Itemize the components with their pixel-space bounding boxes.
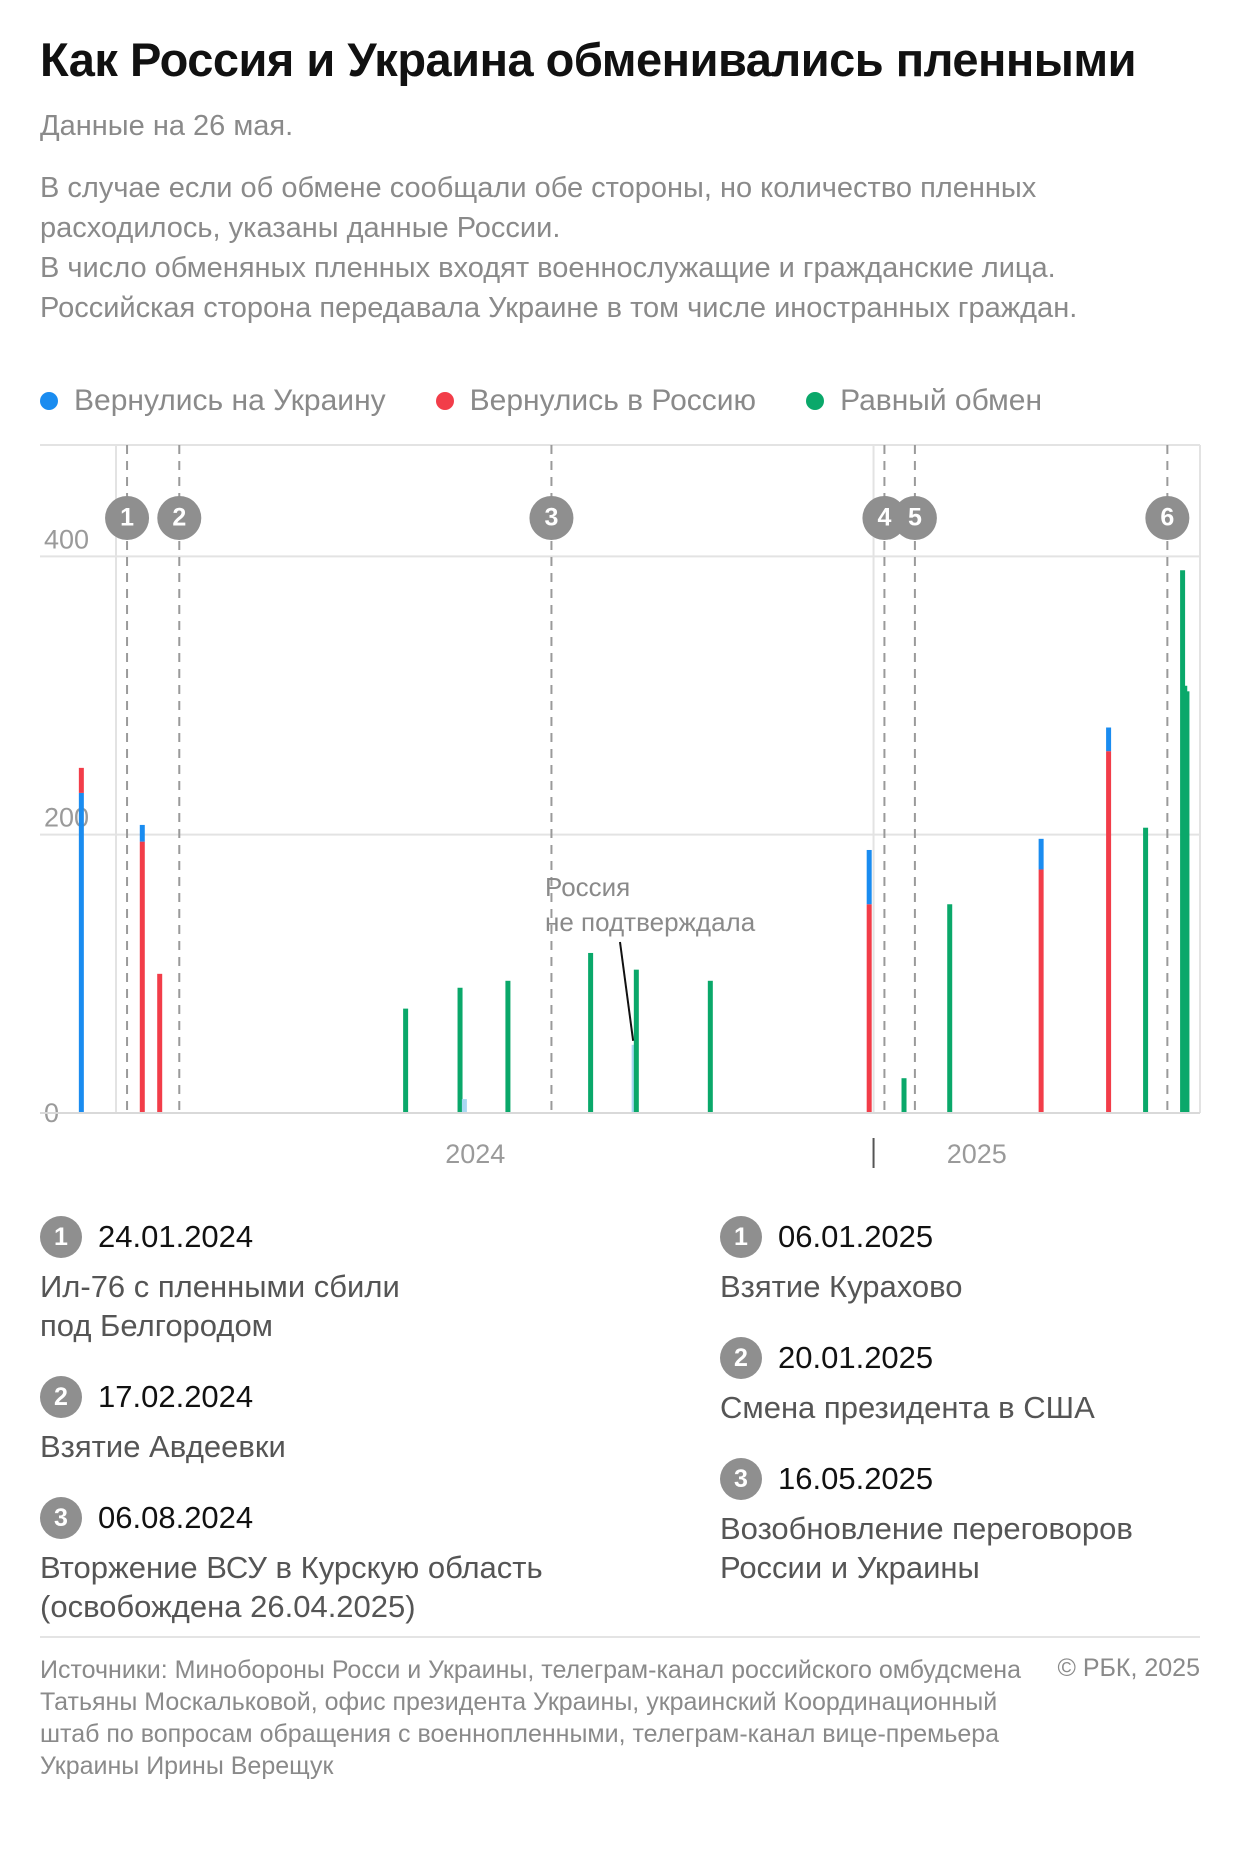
bar-excess-segment — [1038, 838, 1044, 870]
bar-equal-exchange — [588, 952, 594, 1113]
legend-item-equal: Равный обмен — [806, 384, 1042, 418]
event-date: 17.02.2024 — [98, 1379, 254, 1414]
event-description: Ил-76 с пленными сбили под Белгородом — [40, 1267, 660, 1345]
event-desc-line: Взятие Курахово — [720, 1269, 963, 1304]
event-badge: 3 — [720, 1458, 762, 1500]
event-marker-badge — [529, 496, 574, 540]
bar-unconfirmed — [461, 1099, 467, 1113]
bar-base-segment — [1106, 751, 1112, 1113]
x-tick-label: 2024 — [445, 1139, 505, 1169]
legend-dot-equal — [806, 392, 825, 410]
legend-label: Вернулись на Украину — [74, 384, 386, 417]
bar-excess-segment — [1106, 727, 1112, 752]
event-description: Смена президента в США — [720, 1388, 1220, 1427]
event-item: 1 24.01.2024 Ил-76 с пленными сбили под Бе… — [40, 1215, 660, 1345]
bar-equal-exchange — [505, 980, 511, 1113]
event-item: 2 20.01.2025 Смена президента в США — [720, 1336, 1220, 1427]
sources-text: Источники: Минобороны Росси и Украины, т… — [40, 1656, 1021, 1780]
bar-base-segment — [157, 973, 163, 1113]
event-marker-number: 4 — [877, 504, 891, 532]
y-tick-label: 400 — [44, 524, 89, 554]
event-item: 3 16.05.2025 Возобновление переговоров Рос… — [720, 1457, 1220, 1587]
event-badge: 1 — [720, 1216, 762, 1258]
bar-equal-exchange — [1143, 827, 1149, 1113]
event-date: 20.01.2025 — [778, 1340, 934, 1375]
page-title: Как Россия и Украина обменивались пленны… — [40, 33, 1137, 86]
event-item: 2 17.02.2024 Взятие Авдеевки — [40, 1375, 660, 1466]
event-badge: 1 — [40, 1216, 82, 1258]
event-marker-number: 5 — [908, 504, 922, 532]
event-badge: 2 — [40, 1376, 82, 1418]
bar-equal-exchange — [947, 904, 953, 1113]
legend-dot-ukraine — [40, 392, 58, 410]
methodology-notes: В случае если об обмене сообщали обе сто… — [40, 168, 1210, 328]
event-date: 06.01.2025 — [778, 1219, 934, 1254]
event-description: Возобновление переговоров России и Украин… — [720, 1509, 1220, 1587]
legend-dot-russia — [435, 392, 454, 410]
event-marker-badge — [862, 496, 907, 540]
annotation-pointer — [619, 941, 635, 1041]
event-marker-badge — [1145, 496, 1190, 540]
chart-legend: Вернулись на Украину Вернулись в Россию … — [40, 384, 1092, 418]
event-marker-number: 2 — [172, 504, 186, 532]
bar-base-segment — [78, 792, 84, 1113]
event-badge: 3 — [40, 1497, 82, 1539]
bar-equal-exchange — [633, 969, 639, 1113]
event-date: 24.01.2024 — [98, 1219, 254, 1254]
event-desc-line: Смена президента в США — [720, 1390, 1095, 1425]
event-item: 3 06.08.2024 Вторжение ВСУ в Курскую обла… — [40, 1496, 660, 1626]
event-desc-line: (освобождена 26.04.2025) — [40, 1589, 416, 1624]
bar-equal-exchange — [457, 987, 463, 1113]
footer-divider — [40, 1636, 1200, 1638]
bar-base-segment — [866, 904, 872, 1113]
event-badge: 2 — [720, 1337, 762, 1379]
bar-base-segment — [1038, 869, 1044, 1113]
event-date: 06.08.2024 — [98, 1500, 254, 1535]
note-line: В случае если об обмене сообщали обе сто… — [40, 172, 1037, 244]
x-tick-label: 2025 — [947, 1139, 1007, 1169]
bar-base-segment — [139, 841, 145, 1113]
note-line: Российская сторона передавала Украине в … — [40, 292, 1078, 324]
events-2024: 1 24.01.2024 Ил-76 с пленными сбили под Бе… — [40, 1215, 660, 1656]
bar-excess-segment — [866, 849, 872, 905]
event-marker-badge — [157, 496, 202, 540]
event-desc-line: Вторжение ВСУ в Курскую область — [40, 1550, 543, 1585]
annotation-line: не подтверждала — [545, 907, 756, 937]
event-desc-line: России и Украины — [720, 1550, 980, 1585]
event-marker-badge — [892, 496, 937, 540]
bar-equal-exchange — [901, 1078, 907, 1113]
copyright: © РБК, 2025 — [1057, 1654, 1200, 1682]
event-marker-number: 3 — [544, 504, 558, 532]
note-line: В число обменяных пленных входят военнос… — [40, 252, 1056, 284]
bar-equal-exchange — [1184, 691, 1190, 1113]
event-desc-line: Ил-76 с пленными сбили — [40, 1269, 400, 1304]
event-description: Взятие Авдеевки — [40, 1427, 660, 1466]
bar-excess-segment — [139, 824, 145, 842]
legend-label: Вернулись в Россию — [469, 384, 757, 417]
event-description: Взятие Курахово — [720, 1267, 1220, 1306]
events-2025: 1 06.01.2025 Взятие Курахово 2 20.01.2025 … — [720, 1215, 1220, 1617]
bar-equal-exchange — [707, 980, 713, 1113]
event-desc-line: Возобновление переговоров — [720, 1511, 1133, 1546]
event-description: Вторжение ВСУ в Курскую область (освобожд… — [40, 1548, 660, 1626]
legend-item-ukraine: Вернулись на Украину — [40, 384, 386, 418]
annotation-line: Россия — [545, 872, 630, 902]
event-desc-line: под Белгородом — [40, 1308, 273, 1343]
legend-item-russia: Вернулись в Россию — [435, 384, 757, 418]
bar-equal-exchange — [403, 1008, 409, 1113]
data-date-note: Данные на 26 мая. — [40, 110, 294, 142]
event-date: 16.05.2025 — [778, 1461, 934, 1496]
bar-excess-segment — [78, 767, 84, 793]
event-item: 1 06.01.2025 Взятие Курахово — [720, 1215, 1220, 1306]
event-marker-number: 1 — [120, 504, 134, 532]
event-desc-line: Взятие Авдеевки — [40, 1429, 286, 1464]
event-marker-number: 6 — [1160, 504, 1174, 532]
event-marker-badge — [105, 496, 150, 540]
legend-label: Равный обмен — [840, 384, 1043, 417]
